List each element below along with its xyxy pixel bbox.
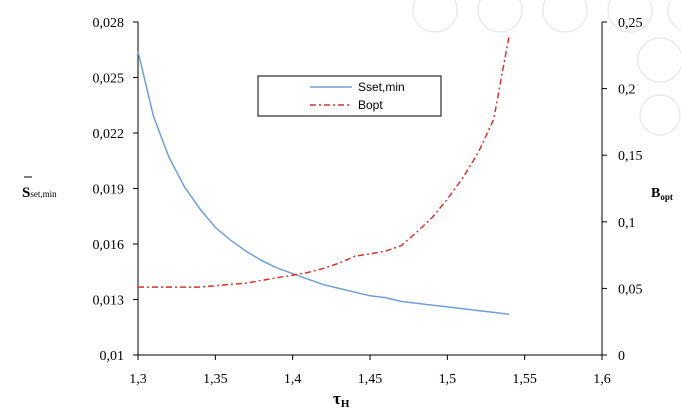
legend-box <box>257 75 442 117</box>
y-left-tick-label: 0,022 <box>93 127 125 142</box>
series-line-sset-min <box>137 51 510 316</box>
y-left-tick-label: 0,025 <box>93 72 125 87</box>
x-tick-label: 1,4 <box>284 372 302 387</box>
legend-label-sset: Sset,min <box>358 80 405 94</box>
axes <box>137 22 603 356</box>
y-left-tick-label: 0,01 <box>100 349 125 364</box>
y-axis-left-title-main: S <box>22 185 30 201</box>
x-tick-label: 1,5 <box>439 372 457 387</box>
svg-text:Sset,min: Sset,min <box>22 185 57 201</box>
y-left-tick-label: 0,013 <box>93 294 125 309</box>
legend-label-bopt: Bopt <box>358 98 383 112</box>
x-axis-ticks: 1,3 1,35 1,4 1,45 1,5 1,55 1,6 <box>129 355 611 387</box>
y-right-tick-label: 0,05 <box>618 282 643 297</box>
y-right-tick-label: 0,2 <box>618 83 636 98</box>
left-y-axis-ticks: 0,01 0,013 0,016 0,019 0,022 0,025 0,028 <box>93 16 138 364</box>
x-axis-title-sub: H <box>341 398 350 410</box>
legend: Sset,min Bopt <box>257 75 442 117</box>
x-axis-title-main: τ <box>333 389 341 408</box>
y-axis-left-title-sub: set,min <box>30 189 57 199</box>
x-tick-label: 1,55 <box>512 372 537 387</box>
y-left-tick-label: 0,028 <box>93 16 125 31</box>
y-axis-right-title-main: B <box>651 186 660 201</box>
x-tick-label: 1,3 <box>129 372 147 387</box>
series-line-bopt <box>138 35 510 288</box>
y-right-tick-label: 0,15 <box>618 149 643 164</box>
x-tick-label: 1,35 <box>203 372 228 387</box>
y-right-tick-label: 0,25 <box>618 16 643 31</box>
x-axis-title: τH <box>333 389 350 410</box>
y-left-tick-label: 0,019 <box>93 183 125 198</box>
plot-series <box>137 35 510 316</box>
right-y-axis-ticks: 0 0,05 0,1 0,15 0,2 0,25 <box>602 16 643 364</box>
watermark-logo <box>412 0 681 136</box>
x-tick-label: 1,6 <box>593 372 611 387</box>
y-axis-left-title: Sset,min <box>22 176 57 201</box>
x-tick-label: 1,45 <box>358 372 383 387</box>
y-axis-right-title-sub: opt <box>660 192 673 202</box>
y-axis-right-title: Bopt <box>651 186 673 202</box>
y-right-tick-label: 0 <box>618 349 625 364</box>
y-right-tick-label: 0,1 <box>618 216 636 231</box>
y-left-tick-label: 0,016 <box>93 238 125 253</box>
